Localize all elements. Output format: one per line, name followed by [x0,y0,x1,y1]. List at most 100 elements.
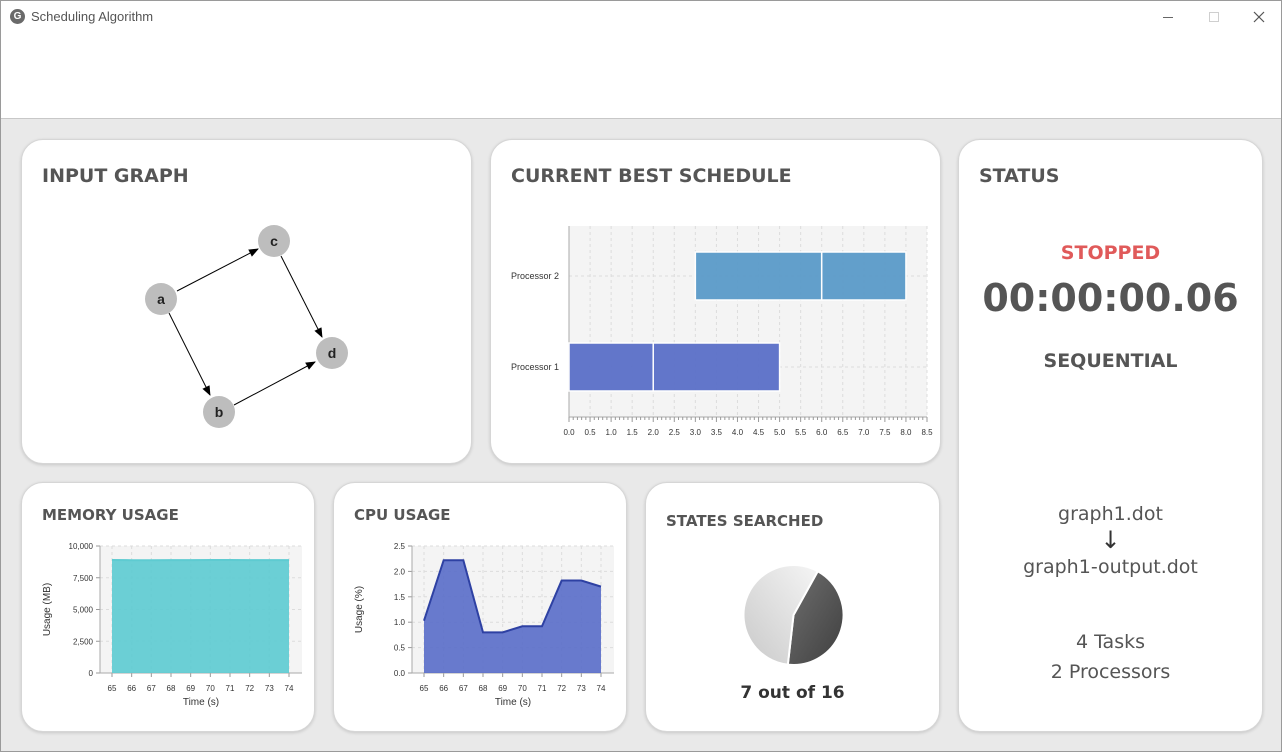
x-tick-label: 72 [245,684,254,693]
schedule-card: CURRENT BEST SCHEDULE Processor 1 Process… [490,139,941,464]
schedule-tick-label: 5.0 [774,428,786,437]
cpu-usage-card: CPU USAGE 0.0 0.5 1.0 1.5 2.0 2.5 65 66 67 68 69 70… [333,482,627,732]
schedule-gantt-chart: Processor 1 Processor 2 0.0 0.5 1.0 1.5 2.0 2.5… [511,226,933,437]
node-a[interactable]: a [145,283,177,315]
schedule-tick-label: 8.0 [900,428,912,437]
status-card: STATUS STOPPED 00:00:00.06 SEQUENTIAL gr… [958,139,1263,732]
x-tick-label: 74 [597,684,606,693]
schedule-tick-label: 3.0 [690,428,702,437]
schedule-tick-label: 6.0 [816,428,828,437]
area-fill [112,559,289,673]
schedule-tick-label: 2.0 [648,428,660,437]
output-file-name: graph1-output.dot [1023,556,1198,578]
input-graph-title: INPUT GRAPH [42,165,189,187]
edge-b-d [233,361,316,406]
x-axis-label: Time (s) [183,697,219,708]
y-tick-label: 7,500 [73,574,94,583]
y-tick-label: 0 [89,669,94,678]
status-title: STATUS [979,165,1060,187]
schedule-tick-label: 4.5 [753,428,765,437]
x-tick-label: 66 [439,684,448,693]
y-tick-label: 10,000 [69,542,94,551]
x-tick-label: 71 [226,684,235,693]
x-tick-label: 65 [420,684,429,693]
schedule-tick-label: 3.5 [711,428,723,437]
x-tick-label: 71 [538,684,547,693]
schedule-task-bar [820,251,907,301]
schedule-task-bar [568,342,654,392]
elapsed-timer: 00:00:00.06 [982,276,1239,320]
x-tick-label: 67 [147,684,156,693]
close-button[interactable] [1236,4,1282,30]
edge-a-b [168,312,211,396]
x-tick-label: 69 [498,684,507,693]
schedule-tick-label: 7.0 [858,428,870,437]
y-tick-label: 0.0 [394,669,406,678]
title-bar: G Scheduling Algorithm [1,1,1281,119]
y-tick-label: 1.0 [394,618,406,627]
minimize-button[interactable] [1145,4,1191,30]
x-tick-label: 65 [108,684,117,693]
y-tick-label: 5,000 [73,606,94,615]
states-searched-pie-chart [742,564,845,666]
maximize-button[interactable] [1191,4,1237,30]
y-axis-label: Usage (%) [354,586,365,633]
schedule-category-label: Processor 2 [511,271,559,281]
y-tick-label: 2,500 [73,637,94,646]
down-arrow-icon: ↓ [1100,526,1121,554]
x-tick-label: 68 [479,684,488,693]
x-tick-label: 69 [186,684,195,693]
x-tick-label: 66 [127,684,136,693]
algorithm-mode: SEQUENTIAL [1043,350,1178,372]
schedule-tick-label: 8.5 [921,428,933,437]
y-tick-label: 0.5 [394,644,406,653]
y-axis-label: Usage (MB) [42,583,53,636]
y-tick-label: 2.5 [394,542,406,551]
node-b[interactable]: b [203,396,235,428]
x-tick-label: 73 [265,684,274,693]
memory-usage-title: MEMORY USAGE [42,506,179,524]
schedule-tick-label: 1.0 [606,428,618,437]
cpu-usage-chart: 0.0 0.5 1.0 1.5 2.0 2.5 65 66 67 68 69 70 71 72 73 74 Ti… [354,542,614,708]
svg-text:d: d [328,345,337,361]
window-title: Scheduling Algorithm [31,9,154,24]
x-tick-label: 73 [577,684,586,693]
node-d[interactable]: d [316,337,348,369]
states-searched-title: STATES SEARCHED [666,512,824,530]
schedule-tick-label: 6.5 [837,428,849,437]
schedule-tick-label: 7.5 [879,428,891,437]
schedule-tick-label: 0.0 [563,428,575,437]
input-graph-card: INPUT GRAPH a c d [21,139,472,464]
x-tick-label: 70 [206,684,215,693]
y-tick-label: 1.5 [394,593,406,602]
x-tick-label: 70 [518,684,527,693]
input-graph-diagram: a c d b [145,225,348,428]
states-searched-count: 7 out of 16 [740,683,845,703]
input-file-name: graph1.dot [1058,503,1163,525]
x-tick-label: 68 [167,684,176,693]
close-icon [1253,11,1265,23]
x-axis-label: Time (s) [495,697,531,708]
memory-usage-chart: 0 2,500 5,000 7,500 10,000 65 66 67 68 69 70 71 72 73… [42,542,302,708]
memory-usage-card: MEMORY USAGE 0 2,500 5,000 7,500 10,000 65 66 6… [21,482,315,732]
schedule-category-label: Processor 1 [511,362,559,372]
schedule-tick-label: 5.5 [795,428,807,437]
x-tick-label: 72 [557,684,566,693]
y-tick-label: 2.0 [394,567,406,576]
states-searched-card: STATES SEARCHED 7 out of 16 [645,482,940,732]
schedule-tick-label: 0.5 [584,428,596,437]
schedule-tick-label: 1.5 [627,428,639,437]
maximize-icon [1209,12,1219,22]
run-state-label: STOPPED [1060,242,1161,264]
processor-count: 2 Processors [1050,661,1171,683]
schedule-title: CURRENT BEST SCHEDULE [511,165,792,187]
area-fill [424,560,601,673]
cpu-usage-title: CPU USAGE [354,506,451,524]
x-tick-label: 67 [459,684,468,693]
pie-slice-searched [786,569,845,666]
task-count: 4 Tasks [1075,631,1146,653]
edge-c-d [280,255,323,338]
x-tick-label: 74 [285,684,294,693]
svg-text:c: c [270,233,278,249]
node-c[interactable]: c [258,225,290,257]
